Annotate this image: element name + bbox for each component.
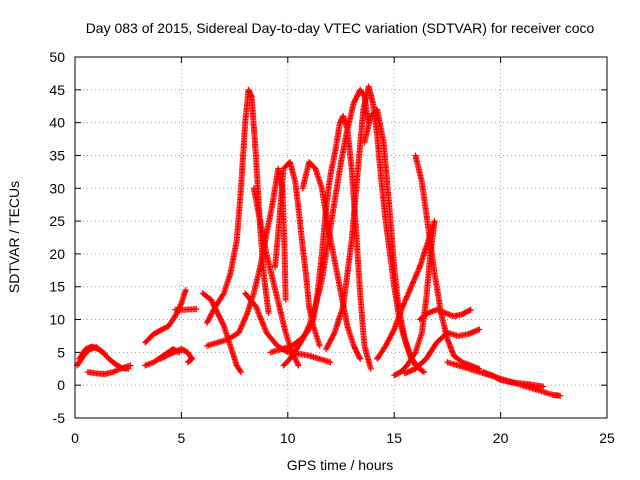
y-tick-label: 50 (49, 49, 65, 65)
y-tick-label: 45 (49, 82, 65, 98)
data-markers-track-2 (76, 343, 108, 362)
y-tick-label: 5 (57, 344, 65, 360)
y-tick-label: 30 (49, 180, 65, 196)
y-tick-label: 20 (49, 246, 65, 262)
y-axis-title: SDTVAR / TECUs (6, 181, 22, 293)
data-markers-track-22 (401, 326, 483, 377)
data-markers-track-7 (172, 306, 200, 313)
series-track-18 (361, 106, 423, 372)
data-markers-track-24 (480, 369, 547, 390)
x-tick-label: 5 (178, 430, 186, 446)
data-markers-track-3 (84, 362, 134, 377)
series-track-22 (401, 326, 483, 377)
plot-frame (74, 56, 608, 419)
data-markers-track-6 (157, 346, 195, 366)
grid-layer (75, 57, 607, 418)
x-tick-label: 0 (71, 430, 79, 446)
y-tick-label: 25 (49, 213, 65, 229)
y-tick-label: 10 (49, 312, 65, 328)
x-tick-label: 20 (493, 430, 509, 446)
series-track-24 (480, 369, 547, 390)
data-markers-track-21 (416, 306, 474, 323)
y-tick-label: 15 (49, 279, 65, 295)
series-track-2 (76, 343, 108, 362)
series-track-16 (299, 159, 364, 362)
y-tick-label: 0 (57, 377, 65, 393)
series-track-6 (157, 346, 195, 366)
y-tick-label: 40 (49, 115, 65, 131)
series-track-21 (416, 306, 474, 323)
chart-title: Day 083 of 2015, Sidereal Day-to-day VTE… (86, 20, 595, 36)
y-tick-label: -5 (53, 410, 66, 426)
x-tick-label: 25 (599, 430, 615, 446)
series-track-7 (172, 306, 200, 313)
x-axis-title: GPS time / hours (287, 457, 394, 473)
tick-layer: 0 5 10 15 20 25 -5 0 5 10 15 20 25 30 35 40 45 50 (49, 49, 615, 446)
data-markers-track-16 (299, 159, 364, 362)
data-markers-track-18 (361, 106, 423, 372)
series-track-3 (84, 362, 134, 377)
x-tick-label: 15 (386, 430, 402, 446)
x-tick-label: 10 (280, 430, 296, 446)
data-layer (74, 83, 564, 399)
y-tick-label: 35 (49, 147, 65, 163)
